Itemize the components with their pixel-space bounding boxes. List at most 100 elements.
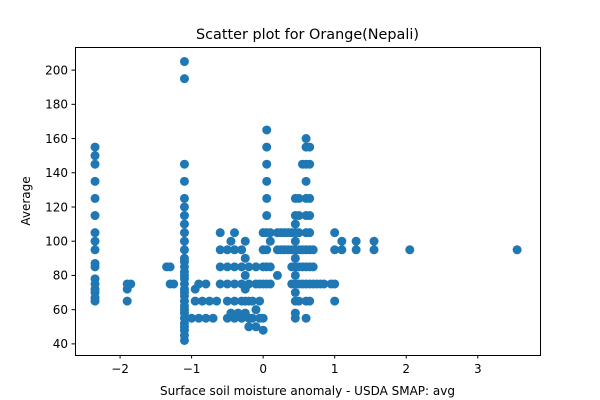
scatter-point bbox=[265, 279, 275, 289]
scatter-point bbox=[290, 270, 300, 280]
scatter-point bbox=[208, 313, 218, 323]
scatter-point bbox=[262, 245, 272, 255]
scatter-point bbox=[294, 228, 304, 238]
scatter-point bbox=[258, 325, 268, 335]
scatter-point bbox=[265, 236, 275, 246]
scatter-point bbox=[126, 279, 136, 289]
scatter-point bbox=[305, 228, 315, 238]
scatter-point bbox=[255, 296, 265, 306]
scatter-point bbox=[240, 236, 250, 246]
y-tick-label: 120 bbox=[45, 200, 68, 214]
scatter-point bbox=[369, 245, 379, 255]
scatter-point bbox=[262, 142, 272, 152]
scatter-point bbox=[262, 125, 272, 135]
scatter-point bbox=[230, 245, 240, 255]
scatter-point bbox=[237, 262, 247, 272]
y-tick-label: 60 bbox=[53, 303, 68, 317]
plot-frame bbox=[75, 47, 541, 356]
scatter-point bbox=[301, 134, 311, 144]
scatter-point bbox=[179, 245, 189, 255]
scatter-point bbox=[187, 313, 197, 323]
scatter-point bbox=[215, 279, 225, 289]
axes: −2 −1 0 1 2 3 40 60 80 100 120 140 160 180 200 bbox=[45, 63, 481, 376]
scatter-point bbox=[90, 228, 100, 238]
scatter-point bbox=[201, 313, 211, 323]
scatter-point bbox=[290, 288, 300, 298]
scatter-point bbox=[308, 262, 318, 272]
scatter-point bbox=[265, 262, 275, 272]
scatter-point bbox=[90, 176, 100, 186]
scatter-point bbox=[179, 228, 189, 238]
scatter-point bbox=[305, 142, 315, 152]
scatter-point bbox=[244, 322, 254, 332]
scatter-point bbox=[330, 279, 340, 289]
scatter-point bbox=[351, 245, 361, 255]
chart-title: Scatter plot for Orange(Nepali) bbox=[196, 27, 419, 43]
scatter-point bbox=[179, 159, 189, 169]
scatter-point bbox=[290, 308, 300, 318]
scatter-point bbox=[337, 236, 347, 246]
scatter-point bbox=[290, 236, 300, 246]
scatter-point bbox=[512, 245, 522, 255]
scatter-point bbox=[90, 258, 100, 268]
scatter-point bbox=[179, 176, 189, 186]
scatter-point bbox=[265, 228, 275, 238]
y-axis-label: Average bbox=[19, 176, 33, 225]
scatter-point bbox=[90, 142, 100, 152]
scatter-point bbox=[244, 262, 254, 272]
scatter-point bbox=[251, 322, 261, 332]
scatter-point bbox=[90, 151, 100, 161]
scatter-point bbox=[237, 245, 247, 255]
scatter-point bbox=[90, 236, 100, 246]
scatter-point bbox=[247, 313, 257, 323]
scatter-point bbox=[179, 202, 189, 212]
scatter-point bbox=[197, 296, 207, 306]
y-tick-label: 40 bbox=[53, 337, 68, 351]
scatter-point bbox=[290, 253, 300, 263]
scatter-point bbox=[179, 193, 189, 203]
scatter-point bbox=[351, 236, 361, 246]
scatter-point bbox=[90, 245, 100, 255]
scatter-point bbox=[305, 193, 315, 203]
scatter-point bbox=[330, 228, 340, 238]
scatter-point bbox=[215, 245, 225, 255]
y-tick-label: 180 bbox=[45, 98, 68, 112]
scatter-point bbox=[194, 279, 204, 289]
scatter-point bbox=[90, 211, 100, 221]
scatter-point bbox=[215, 262, 225, 272]
scatter-point bbox=[405, 245, 415, 255]
scatter-point bbox=[122, 296, 132, 306]
scatter-point bbox=[194, 313, 204, 323]
y-tick-label: 200 bbox=[45, 63, 68, 77]
scatter-point bbox=[201, 279, 211, 289]
scatter-point bbox=[262, 159, 272, 169]
x-tick-label: −1 bbox=[183, 362, 201, 376]
data-points bbox=[90, 57, 522, 345]
scatter-point bbox=[90, 274, 100, 284]
scatter-point bbox=[230, 228, 240, 238]
scatter-point bbox=[308, 245, 318, 255]
scatter-point bbox=[179, 57, 189, 67]
scatter-point bbox=[262, 211, 272, 221]
scatter-point bbox=[247, 296, 257, 306]
scatter-point bbox=[301, 313, 311, 323]
scatter-point bbox=[190, 296, 200, 306]
scatter-point bbox=[330, 245, 340, 255]
x-tick-label: 2 bbox=[402, 362, 410, 376]
scatter-point bbox=[230, 262, 240, 272]
y-tick-label: 160 bbox=[45, 132, 68, 146]
scatter-point bbox=[222, 245, 232, 255]
scatter-point bbox=[204, 296, 214, 306]
scatter-point bbox=[301, 176, 311, 186]
scatter-point bbox=[165, 262, 175, 272]
scatter-point bbox=[240, 270, 250, 280]
scatter-point bbox=[90, 193, 100, 203]
scatter-point bbox=[222, 279, 232, 289]
scatter-point bbox=[294, 296, 304, 306]
x-tick-label: −2 bbox=[111, 362, 129, 376]
scatter-point bbox=[230, 296, 240, 306]
scatter-point bbox=[179, 253, 189, 263]
scatter-point bbox=[179, 236, 189, 246]
scatter-point bbox=[262, 193, 272, 203]
